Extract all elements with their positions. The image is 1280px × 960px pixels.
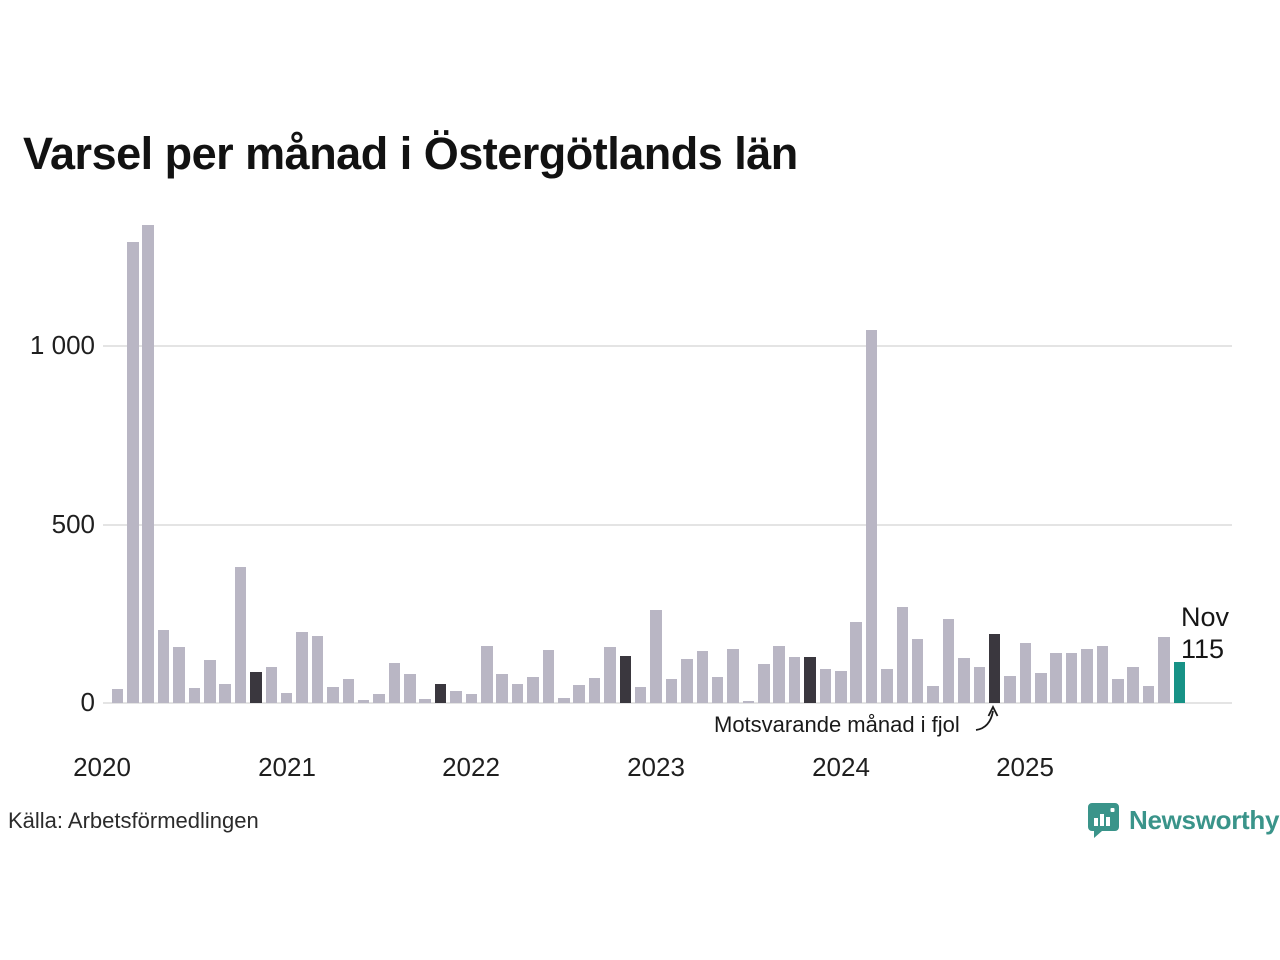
gridline-y1000 — [103, 345, 1232, 347]
bar-mar-2024 — [865, 330, 878, 703]
bar-okt-2022 — [604, 647, 616, 703]
bar-okt-2025 — [1158, 637, 1170, 703]
bar-jan-2022 — [465, 694, 478, 703]
bar-mar-2025 — [1050, 653, 1062, 703]
bar-apr-2020 — [142, 225, 154, 703]
bar-jun-2020 — [173, 647, 185, 703]
bar-feb-2024 — [850, 622, 862, 703]
bar-aug-2024 — [942, 619, 955, 703]
bar-okt-2021 — [419, 699, 431, 703]
bar-apr-2022 — [511, 684, 524, 703]
gridline-y0 — [103, 702, 1232, 704]
bar-maj-2022 — [527, 677, 539, 703]
bar-nov-2022-fjol — [619, 656, 631, 703]
bar-feb-2022 — [481, 646, 493, 703]
bar-jun-2022 — [542, 650, 555, 703]
bar-nov-2024-fjol — [988, 634, 1001, 703]
x-axis-year-label-2025: 2025 — [996, 752, 1054, 782]
bar-dec-2023 — [819, 669, 832, 703]
bar-apr-2021 — [327, 687, 339, 703]
bar-jun-2024 — [911, 639, 924, 703]
bar-jan-2024 — [835, 671, 847, 703]
bar-mar-2022 — [496, 674, 508, 703]
bar-okt-2020 — [234, 567, 247, 703]
bar-feb-2020 — [111, 689, 124, 703]
bar-jul-2022 — [558, 698, 570, 703]
bar-jun-2023 — [727, 649, 739, 703]
bar-nov-2023-fjol — [804, 657, 816, 703]
highlight-value: 115 — [1181, 634, 1225, 664]
bar-aug-2023 — [758, 664, 770, 703]
bar-sep-2024 — [958, 658, 970, 703]
bar-feb-2021 — [296, 632, 308, 703]
annotation-arrow-icon — [975, 704, 999, 731]
bar-jan-2023 — [650, 610, 662, 703]
y-axis-tick-label: 1 000 — [29, 330, 95, 360]
bar-jul-2025 — [1112, 679, 1124, 703]
bar-mar-2023 — [681, 659, 693, 703]
y-axis-tick-label: 0 — [80, 687, 95, 717]
source-label: Källa: Arbetsförmedlingen — [8, 808, 259, 833]
bar-jul-2020 — [188, 688, 201, 703]
bar-maj-2023 — [711, 677, 724, 703]
bar-aug-2022 — [573, 685, 585, 703]
bar-mar-2020 — [127, 242, 139, 703]
bar-maj-2021 — [342, 679, 354, 703]
fjol-annotation: Motsvarande månad i fjol — [714, 712, 960, 737]
highlight-value-label: Nov 115 — [1181, 601, 1229, 665]
gridline-y500 — [103, 524, 1232, 526]
bar-aug-2021 — [388, 663, 401, 703]
bar-maj-2024 — [896, 607, 908, 703]
bar-jan-2025 — [1019, 643, 1032, 703]
x-axis-year-label-2021: 2021 — [258, 752, 316, 782]
x-axis-year-label-2023: 2023 — [627, 752, 685, 782]
bar-apr-2024 — [881, 669, 893, 703]
highlight-month: Nov — [1181, 602, 1230, 632]
bar-apr-2025 — [1065, 653, 1078, 703]
bar-dec-2022 — [634, 687, 647, 703]
bar-jul-2024 — [927, 686, 939, 703]
bar-maj-2020 — [157, 630, 170, 703]
bar-jun-2021 — [357, 700, 370, 703]
bar-jun-2025 — [1096, 646, 1109, 703]
brand-logo: Newsworthy — [1088, 803, 1279, 838]
bar-mar-2021 — [311, 636, 324, 703]
bar-okt-2023 — [788, 657, 801, 703]
bar-sep-2022 — [588, 678, 601, 703]
bar-nov-2021-fjol — [434, 684, 447, 703]
bar-sep-2023 — [773, 646, 785, 703]
x-axis-year-label-2020: 2020 — [73, 752, 131, 782]
bar-sep-2020 — [219, 684, 231, 703]
bar-aug-2020 — [204, 660, 216, 703]
x-axis-year-label-2022: 2022 — [442, 752, 500, 782]
bar-feb-2025 — [1035, 673, 1047, 703]
bar-feb-2023 — [665, 679, 678, 703]
bar-dec-2020 — [265, 667, 277, 703]
y-axis-tick-label: 500 — [51, 509, 95, 539]
bar-sep-2021 — [404, 674, 416, 703]
bar-maj-2025 — [1081, 649, 1093, 703]
bar-chart-speech-bubble-icon — [1088, 803, 1119, 838]
bar-dec-2021 — [450, 691, 462, 703]
bar-apr-2023 — [696, 651, 708, 703]
bar-nov-2025-current — [1173, 662, 1185, 703]
bar-jul-2023 — [742, 701, 755, 703]
bar-aug-2025 — [1127, 667, 1139, 703]
brand-name: Newsworthy — [1129, 805, 1280, 835]
bar-nov-2020-fjol — [250, 672, 262, 703]
chart-title: Varsel per månad i Östergötlands län — [23, 128, 798, 179]
x-axis-year-label-2024: 2024 — [812, 752, 870, 782]
bar-sep-2025 — [1142, 686, 1155, 703]
bar-dec-2024 — [1004, 676, 1016, 703]
bar-jul-2021 — [373, 694, 385, 703]
bar-jan-2021 — [280, 693, 293, 703]
bar-okt-2024 — [973, 667, 985, 703]
